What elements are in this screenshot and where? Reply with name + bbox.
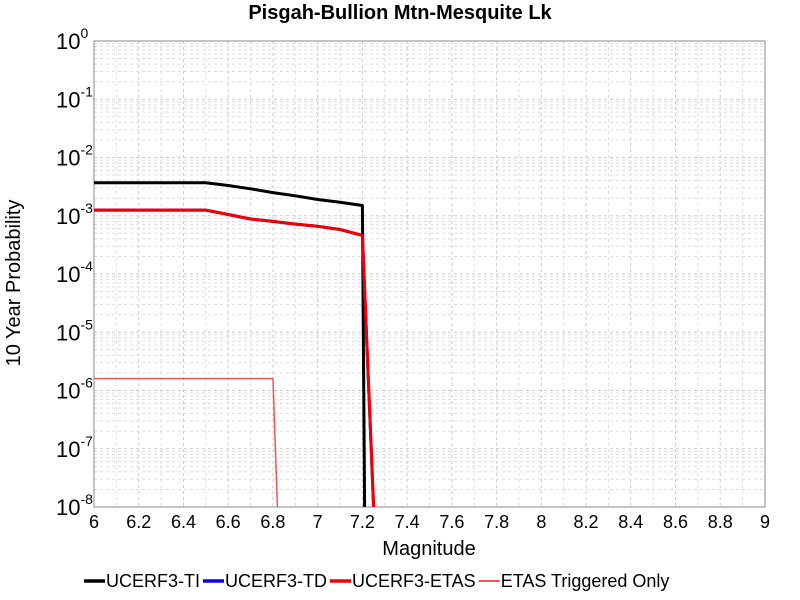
y-axis-ticks: 100 10-1 10-2 10-3 10-4 10-5 10-6 10-7 10-8 — [56, 25, 93, 520]
x-tick-label: 7 — [313, 512, 323, 532]
y-tick-label: 10-1 — [56, 83, 93, 112]
y-tick-label: 10-6 — [56, 375, 93, 404]
y-tick-label: 10-2 — [56, 142, 93, 171]
y-tick-label: 100 — [56, 25, 88, 54]
y-tick-label: 10-8 — [56, 491, 93, 520]
y-tick-label: 10-5 — [56, 316, 93, 345]
y-axis-label: 10 Year Probability — [3, 200, 25, 367]
x-tick-label: 6 — [89, 512, 99, 532]
chart-title: Pisgah-Bullion Mtn-Mesquite Lk — [248, 2, 552, 24]
legend-label: UCERF3-ETAS — [352, 571, 476, 591]
legend: UCERF3-TI UCERF3-TD UCERF3-ETAS ETAS Trigge… — [84, 571, 669, 591]
plot-frame — [93, 40, 766, 508]
y-tick-label: 10-7 — [56, 433, 93, 462]
x-tick-label: 7.8 — [484, 512, 509, 532]
x-tick-label: 7.6 — [439, 512, 464, 532]
x-axis-ticks: 6 6.2 6.4 6.6 6.8 7 7.2 7.4 7.6 7.8 8 8.2 8.4 8.6 8.8 9 — [89, 512, 770, 532]
y-tick-label: 10-3 — [56, 200, 93, 229]
x-tick-label: 6.4 — [171, 512, 196, 532]
x-tick-label: 8.2 — [574, 512, 599, 532]
grid — [93, 41, 766, 508]
x-tick-label: 8.8 — [708, 512, 733, 532]
series-line-0 — [94, 181, 367, 508]
x-tick-label: 9 — [760, 512, 770, 532]
x-tick-label: 8.6 — [663, 512, 688, 532]
x-tick-label: 8.4 — [618, 512, 643, 532]
x-axis-label: Magnitude — [382, 538, 475, 560]
x-tick-label: 6.8 — [260, 512, 285, 532]
legend-label: UCERF3-TI — [106, 571, 200, 591]
x-tick-label: 6.2 — [126, 512, 151, 532]
x-tick-label: 8 — [536, 512, 546, 532]
x-tick-label: 7.2 — [350, 512, 375, 532]
x-tick-label: 6.6 — [216, 512, 241, 532]
series-layer — [94, 181, 376, 508]
series-line-2 — [94, 208, 376, 508]
series-line-3 — [94, 377, 279, 508]
x-tick-label: 7.4 — [395, 512, 420, 532]
y-tick-label: 10-4 — [56, 258, 93, 287]
legend-label: UCERF3-TD — [225, 571, 327, 591]
legend-label: ETAS Triggered Only — [501, 571, 670, 591]
